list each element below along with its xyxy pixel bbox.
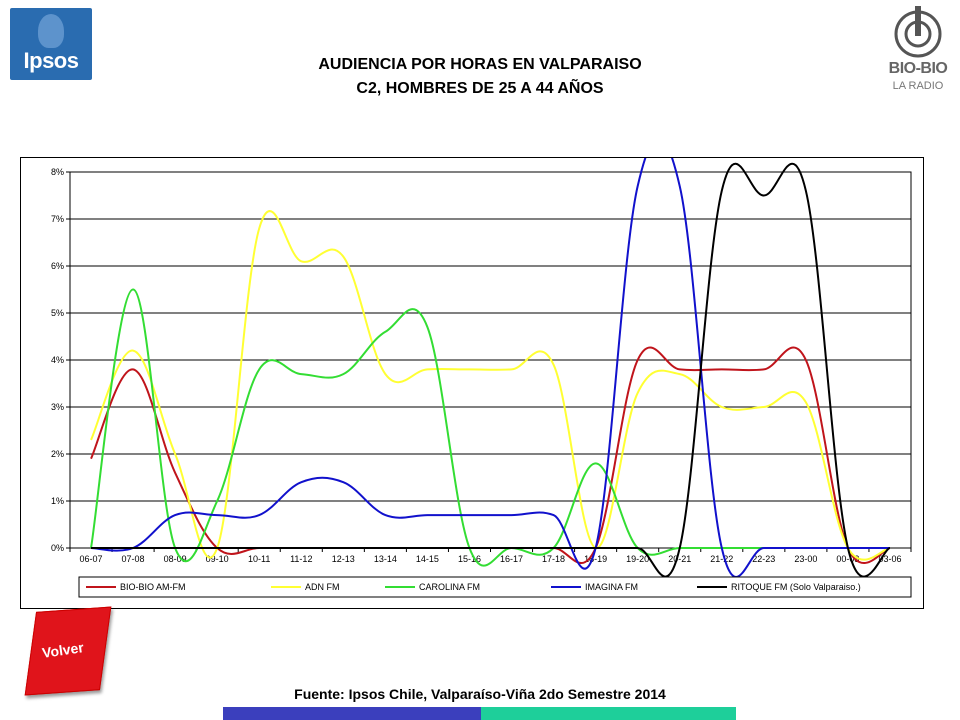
- x-tick-label: 09-10: [206, 554, 229, 564]
- audience-line-chart: 0% 1% 2% 3% 4% 5% 6% 7% 8% 06-07 07-08 08-09 09-10 10…: [51, 158, 912, 598]
- legend-label: BIO-BIO AM-FM: [120, 582, 186, 592]
- y-tick-label: 2%: [51, 449, 64, 459]
- chart-frame: 0% 1% 2% 3% 4% 5% 6% 7% 8% 06-07 07-08 08-09 09-10 10…: [20, 157, 924, 609]
- x-tick-label: 06-07: [80, 554, 103, 564]
- ipsos-logo: Ipsos: [10, 8, 92, 80]
- biobio-logo-text: BIO-BIO: [888, 60, 948, 77]
- x-tick-label: 12-13: [332, 554, 355, 564]
- x-tick-label: 23-00: [794, 554, 817, 564]
- series-line-3: [90, 158, 890, 578]
- y-tick-label: 8%: [51, 167, 64, 177]
- x-tick-label: 10-11: [248, 554, 270, 564]
- x-tick-label: 21-22: [710, 554, 733, 564]
- chart-title-line2: C2, HOMBRES DE 25 A 44 AÑOS: [356, 80, 604, 97]
- x-tick-label: 20-21: [668, 554, 691, 564]
- x-tick-label: 08-09: [164, 554, 187, 564]
- ipsos-logo-text: Ipsos: [23, 48, 79, 73]
- biobio-radio-icon: [894, 6, 942, 58]
- x-tick-label: 15-16: [458, 554, 481, 564]
- x-tick-label: 03-06: [878, 554, 901, 564]
- ipsos-head-silhouette-icon: [38, 14, 64, 48]
- biobio-logo: BIO-BIO LA RADIO: [884, 6, 952, 98]
- x-tick-label: 11-12: [290, 554, 312, 564]
- legend-label: RITOQUE FM (Solo Valparaiso.): [731, 582, 861, 592]
- x-tick-label: 07-08: [122, 554, 145, 564]
- x-tick-label: 16-17: [500, 554, 523, 564]
- footer-bar-teal: [481, 707, 736, 720]
- x-tick-label: 13-14: [374, 554, 397, 564]
- x-tick-label: 19-20: [626, 554, 649, 564]
- chart-title-line1: AUDIENCIA POR HORAS EN VALPARAISO: [318, 56, 642, 73]
- legend-box: [78, 576, 912, 598]
- y-tick-label: 3%: [51, 402, 64, 412]
- y-tick-label: 0%: [51, 543, 64, 553]
- x-tick-label: 17-18: [542, 554, 565, 564]
- y-tick-label: 4%: [51, 355, 64, 365]
- x-tick-label: 22-23: [752, 554, 775, 564]
- volver-button[interactable]: Volver: [22, 604, 118, 700]
- x-tick-label: 18-19: [584, 554, 607, 564]
- y-tick-label: 6%: [51, 261, 64, 271]
- biobio-logo-subtext: LA RADIO: [892, 80, 944, 92]
- legend-label: IMAGINA FM: [585, 582, 638, 592]
- y-tick-label: 1%: [51, 496, 64, 506]
- y-tick-label: 7%: [51, 214, 64, 224]
- source-note: Fuente: Ipsos Chile, Valparaíso-Viña 2do…: [294, 686, 666, 702]
- x-tick-label: 00-03: [836, 554, 859, 564]
- series-line-0: [90, 346, 891, 564]
- series-line-4: [91, 162, 891, 578]
- series-line-2: [90, 288, 890, 567]
- y-tick-label: 5%: [51, 308, 64, 318]
- legend-label: CAROLINA FM: [419, 582, 480, 592]
- x-tick-label: 14-15: [416, 554, 439, 564]
- series-line-1: [90, 210, 891, 561]
- footer-bar-blue: [223, 707, 481, 720]
- legend-label: ADN FM: [305, 582, 340, 592]
